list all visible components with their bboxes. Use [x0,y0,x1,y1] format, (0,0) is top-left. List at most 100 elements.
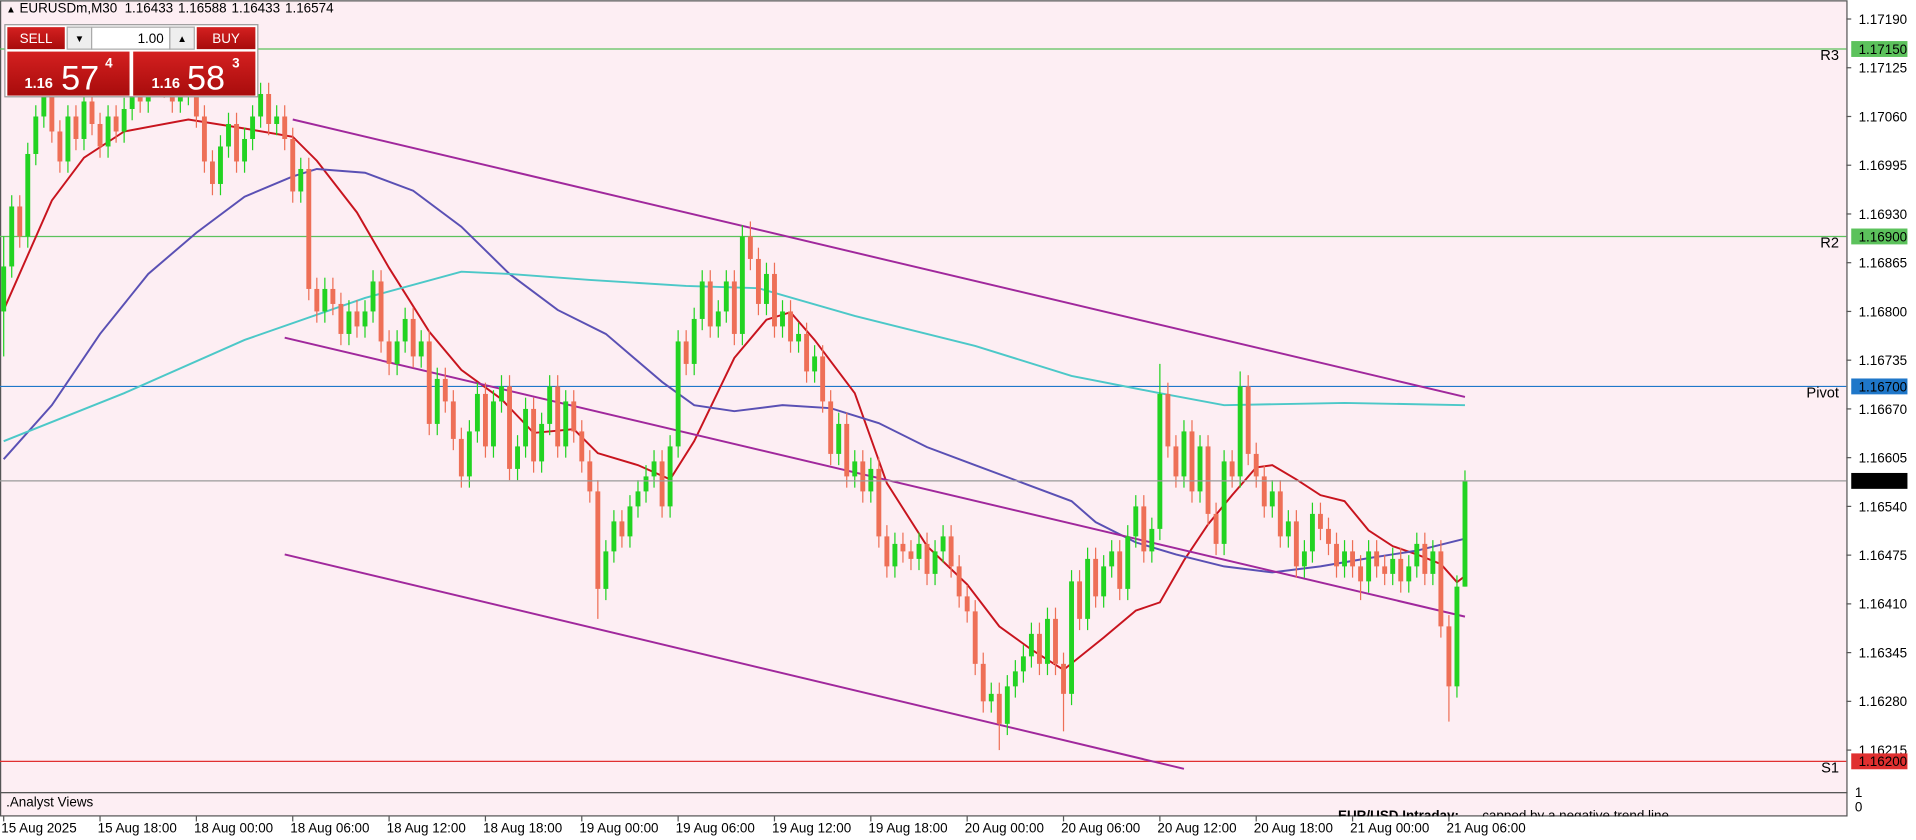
candle-body [555,386,561,447]
candle-body [250,116,256,139]
candle-body [812,356,818,372]
candle-body [73,116,79,139]
candle-body [33,116,39,154]
candle-body [314,288,320,312]
subwindow-scale-top: 1 [1855,785,1862,800]
candle-body [1406,566,1412,582]
candle-body [635,491,641,507]
candle-body [1454,586,1460,687]
candle-body [852,461,858,477]
candle-body [1326,528,1331,544]
candle-body [1165,393,1171,447]
candle-body [49,86,55,132]
candle-body [137,93,143,102]
candle-body [1390,558,1396,574]
collapse-icon[interactable]: ▲ [6,4,16,15]
candle-body [1101,566,1107,597]
bid-main: 57 [61,59,99,97]
candle-body [1045,618,1050,664]
candle-body [844,423,850,477]
level-name: S1 [1821,760,1839,776]
candle-body [579,431,585,462]
candle-body [418,341,424,357]
candle-body [1149,528,1155,552]
candle-body [1358,566,1364,582]
overlay: R3 R2 Pivot S1 [1806,48,1839,776]
moving-average [2,167,1466,574]
candle-body [820,356,826,402]
candle-body [330,288,336,304]
candle-body [531,408,537,462]
candle-body [1430,551,1436,574]
candle-body [57,131,63,162]
ask-box[interactable] [133,51,256,96]
candle-body [723,281,729,312]
candle-body [1261,476,1267,507]
bid-small: 4 [105,55,113,70]
x-tick-label: 20 Aug 18:00 [1254,820,1333,835]
candle-body [1197,446,1203,492]
candle-body [499,386,504,402]
candle-body [627,506,633,537]
candle-body [715,311,721,327]
x-tick-label: 21 Aug 06:00 [1446,820,1525,835]
candle-body [41,86,47,117]
y-tick-label: 1.16930 [1859,207,1908,222]
candle-body [129,93,135,109]
candle-body [611,521,617,552]
candle-body [643,476,649,492]
sell-button[interactable] [7,27,65,50]
candle-body [226,123,231,147]
subwindow-note: EUR/USD Intraday: capped by a negative t… [1338,808,1673,823]
y-tick-label: 1.16540 [1859,499,1908,514]
candle-body [1366,551,1372,582]
y-tick-label: 1.17060 [1859,109,1908,124]
candle-body [699,281,705,319]
candle-body [1309,513,1315,552]
bid-box[interactable] [7,51,130,96]
candle-body [956,566,962,597]
subwindow [0,792,1848,817]
candle-body [121,108,127,132]
y-tick-label: 1.16410 [1859,597,1908,612]
candle-body [747,236,753,259]
candle-body [892,543,898,567]
candle-body [659,461,665,507]
candle-body [924,543,930,574]
candle-body [764,273,769,304]
candle-body [964,596,970,612]
candle-body [916,543,922,559]
y-tick-label: 1.17190 [1859,12,1908,27]
candle-body [1093,558,1099,597]
candle-body [210,161,215,184]
x-tick-label: 19 Aug 00:00 [579,820,658,835]
candle-body [1205,446,1211,514]
candle-body [1125,536,1131,589]
candle-body [1109,551,1115,567]
level-box [1851,378,1908,395]
y-tick-label: 1.16670 [1859,402,1908,417]
ask-big: 1.16 [152,76,181,92]
candle-body [1181,431,1187,477]
candle-body [1085,558,1091,619]
y-tick-label: 1.16605 [1859,451,1908,466]
level-box [1851,753,1908,770]
candle-body [346,311,352,334]
candle-body [1133,506,1139,537]
level-name: Pivot [1806,385,1839,401]
candle-body [1173,446,1179,477]
candle-body [354,311,360,327]
candle-body [1277,491,1283,537]
candle-body [828,401,834,454]
note-text: capped by a negative trend line. [1482,808,1673,823]
buy-button[interactable] [196,27,256,50]
candle-body [81,101,87,139]
lot-value: 1.00 [138,31,164,46]
x-tick-label: 19 Aug 12:00 [772,820,851,835]
candle-body [980,663,986,702]
x-tick-label: 18 Aug 00:00 [194,820,273,835]
candle-body [836,423,842,454]
lot-up[interactable] [169,26,195,50]
candle-body [1301,551,1307,567]
